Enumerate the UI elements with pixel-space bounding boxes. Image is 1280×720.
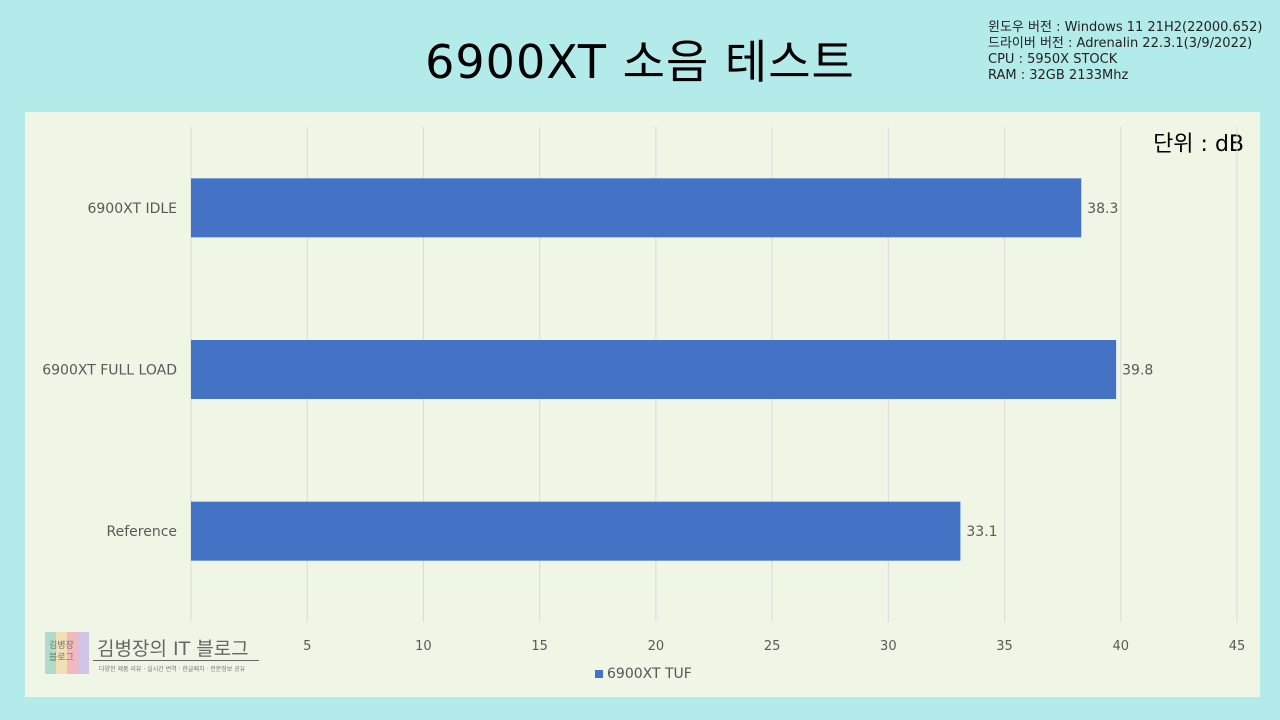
watermark-logo: 김병장 블로그 김병장의 IT 블로그 다양한 제품 리뷰 · 실시간 번역 ·… [45, 632, 265, 676]
x-tick-label: 25 [764, 639, 781, 654]
category-label: 6900XT IDLE [87, 201, 177, 217]
legend-label: 6900XT TUF [607, 666, 692, 682]
system-info: 윈도우 버전 : Windows 11 21H2(22000.652) 드라이버… [988, 20, 1262, 84]
page-title: 6900XT 소음 테스트 [425, 35, 855, 89]
watermark-color-blocks [45, 632, 89, 674]
data-label: 38.3 [1087, 201, 1118, 217]
x-tick-label: 10 [415, 639, 432, 654]
watermark-block [67, 632, 78, 674]
watermark-block [78, 632, 89, 674]
category-label: Reference [107, 524, 178, 540]
x-tick-label: 20 [648, 639, 665, 654]
watermark-divider [93, 660, 259, 661]
x-tick-label: 40 [1113, 639, 1130, 654]
watermark-block [56, 632, 67, 674]
data-label: 39.8 [1122, 363, 1153, 379]
bar [191, 178, 1082, 238]
bar-chart: 5 10 15 20 25 30 35 40 45 6900XT IDLE 38.3 6900XT F… [42, 127, 1246, 654]
sysinfo-ram: RAM : 32GB 2133Mhz [988, 68, 1129, 83]
bar [191, 340, 1117, 399]
legend: 6900XT TUF [595, 666, 692, 682]
sysinfo-driver: 드라이버 버전 : Adrenalin 22.3.1(3/9/2022) [988, 36, 1253, 51]
bar [191, 501, 961, 561]
data-label: 33.1 [966, 524, 997, 540]
watermark-small-text: 김병장 블로그 [49, 641, 74, 663]
watermark-tagline: 다양한 제품 리뷰 · 실시간 번역 · 한글패치 · 전문정보 공유 [99, 666, 246, 673]
x-tick-label: 30 [880, 639, 897, 654]
chart-panel: 단위 : dB 5 10 15 20 25 30 35 40 45 6900XT IDLE 38.3… [25, 112, 1260, 697]
sysinfo-cpu: CPU : 5950X STOCK [988, 52, 1118, 67]
legend-swatch [595, 670, 603, 678]
x-tick-label: 35 [996, 639, 1013, 654]
x-tick-label: 15 [531, 639, 548, 654]
category-label: 6900XT FULL LOAD [42, 363, 177, 379]
x-tick-label: 5 [303, 639, 311, 654]
unit-label: 단위 : dB [1153, 132, 1244, 157]
watermark-block [45, 632, 56, 674]
watermark-name: 김병장의 IT 블로그 [97, 638, 249, 660]
sysinfo-windows: 윈도우 버전 : Windows 11 21H2(22000.652) [988, 20, 1263, 35]
x-tick-label: 45 [1229, 639, 1246, 654]
